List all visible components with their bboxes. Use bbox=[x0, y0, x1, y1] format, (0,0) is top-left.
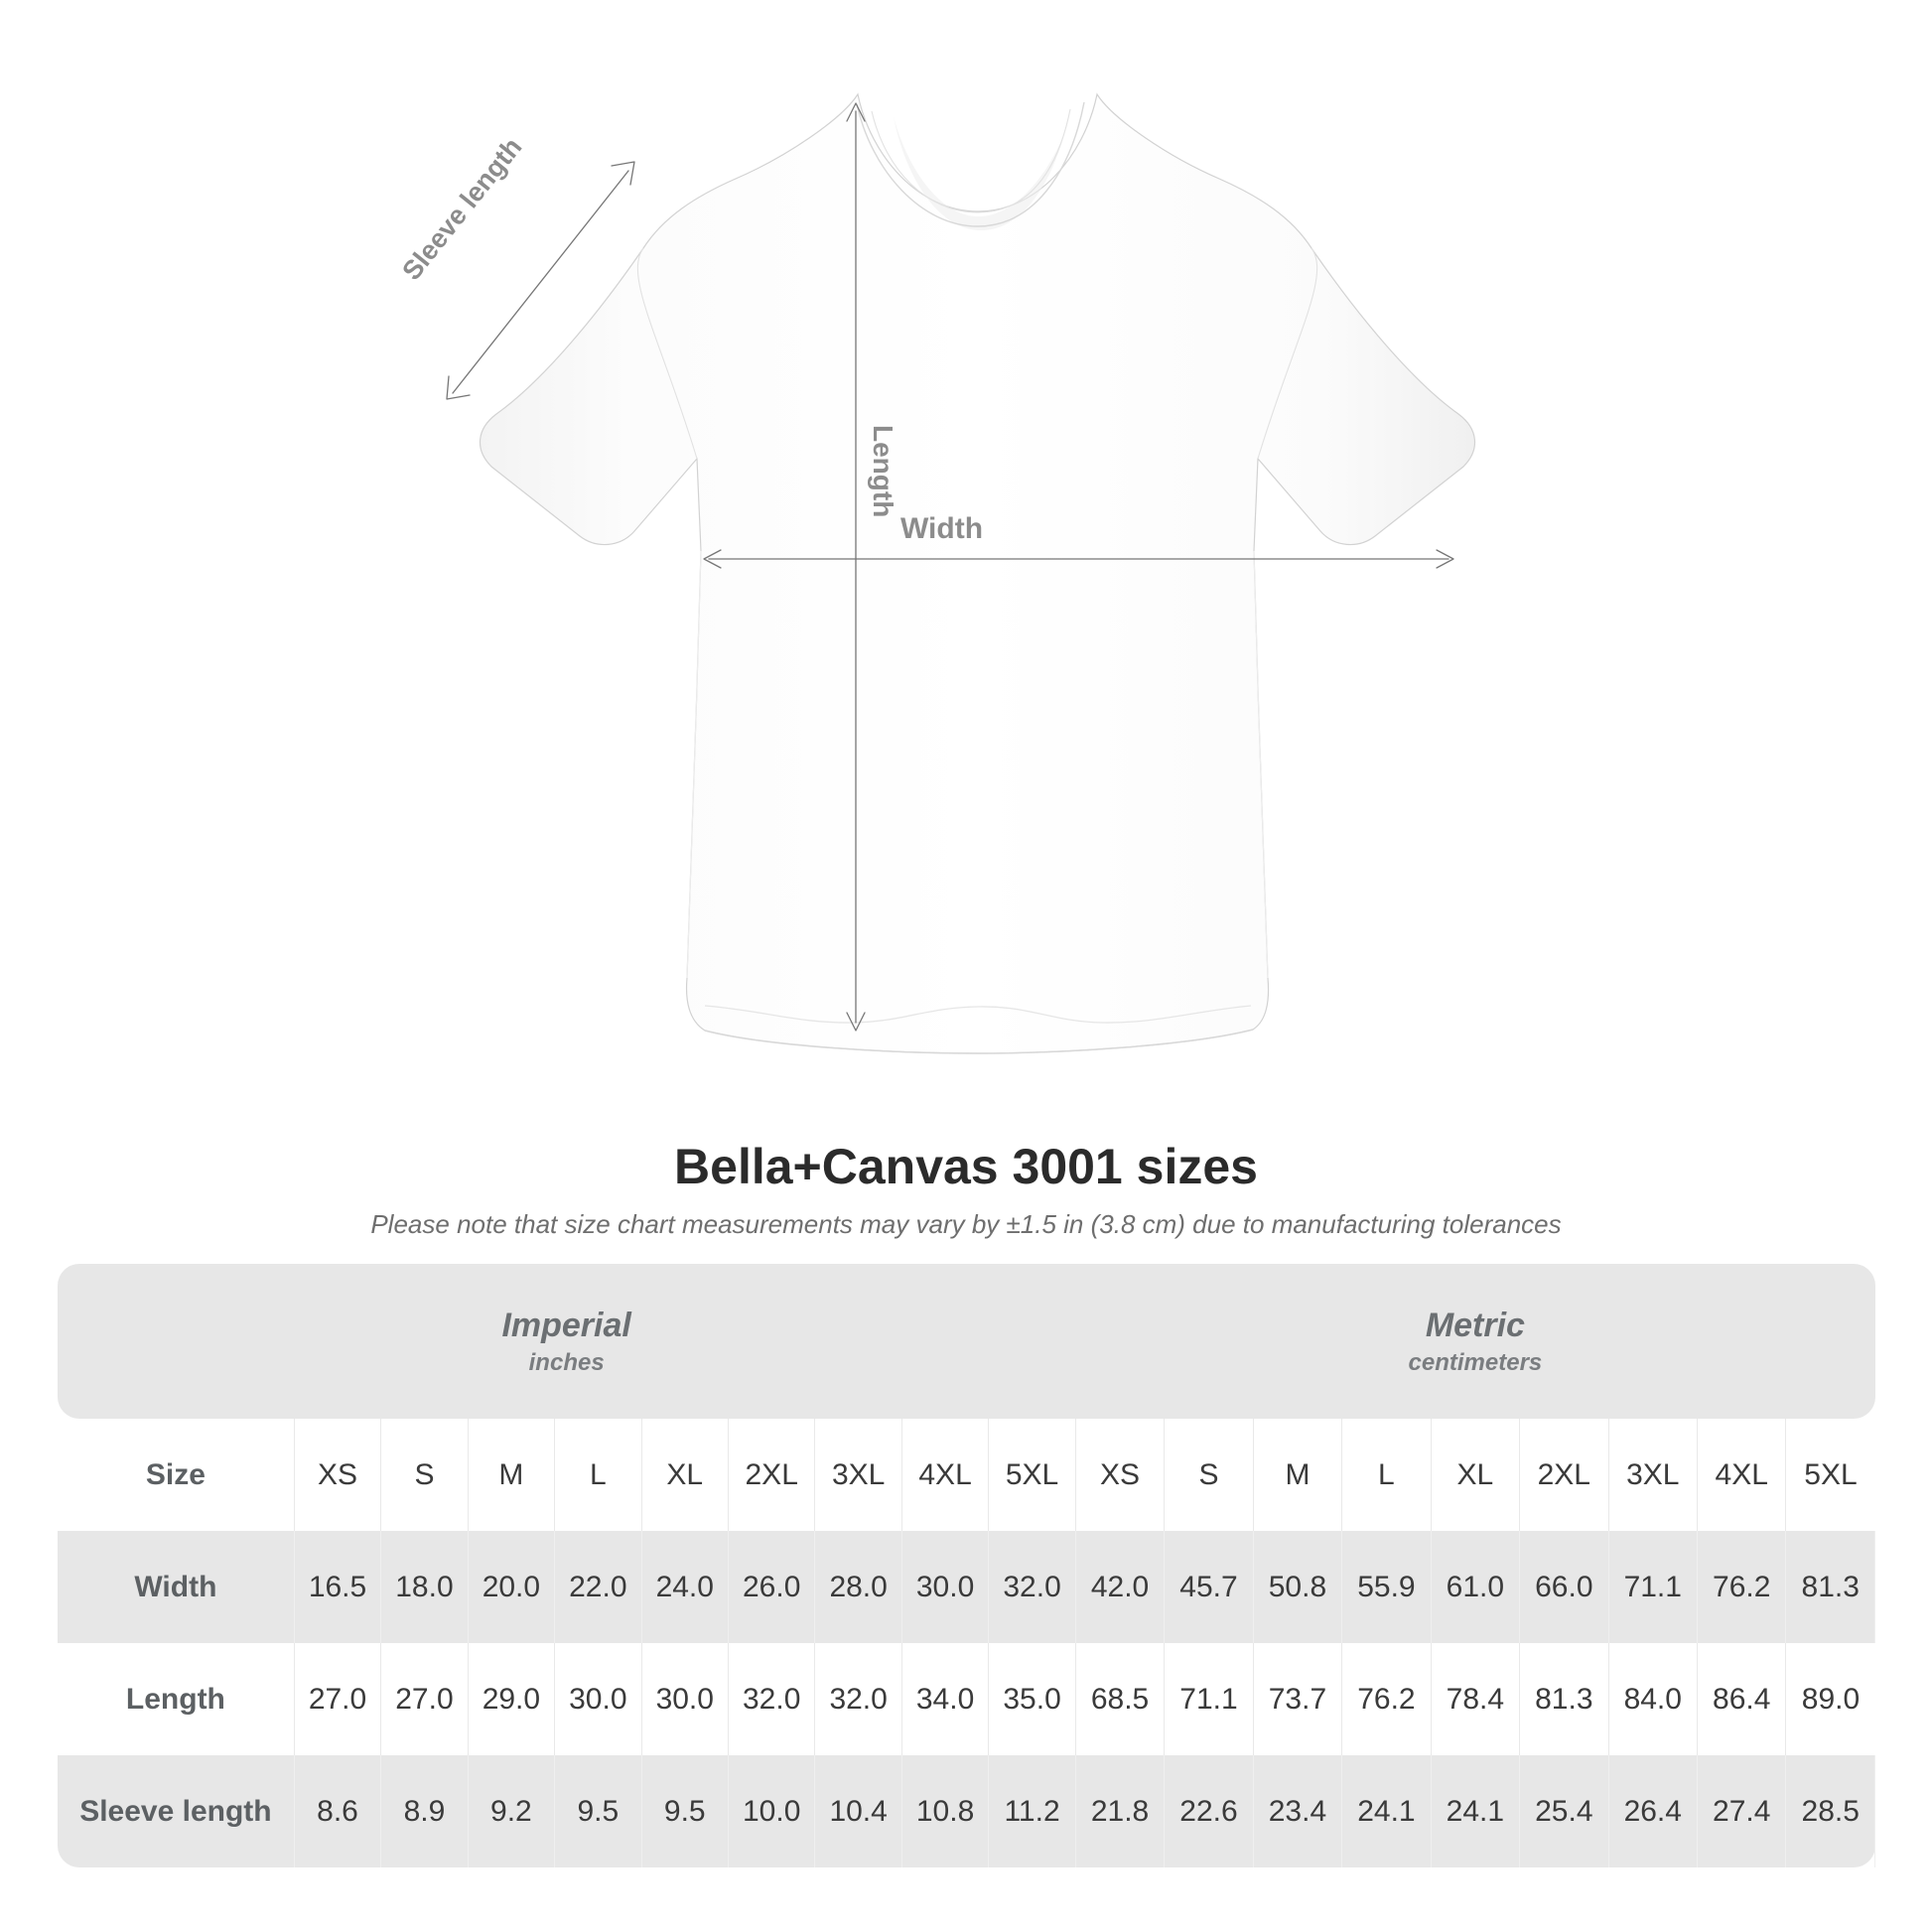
svg-text:Length: Length bbox=[868, 425, 898, 517]
svg-text:Sleeve length: Sleeve length bbox=[396, 132, 527, 286]
svg-text:Width: Width bbox=[900, 512, 983, 545]
